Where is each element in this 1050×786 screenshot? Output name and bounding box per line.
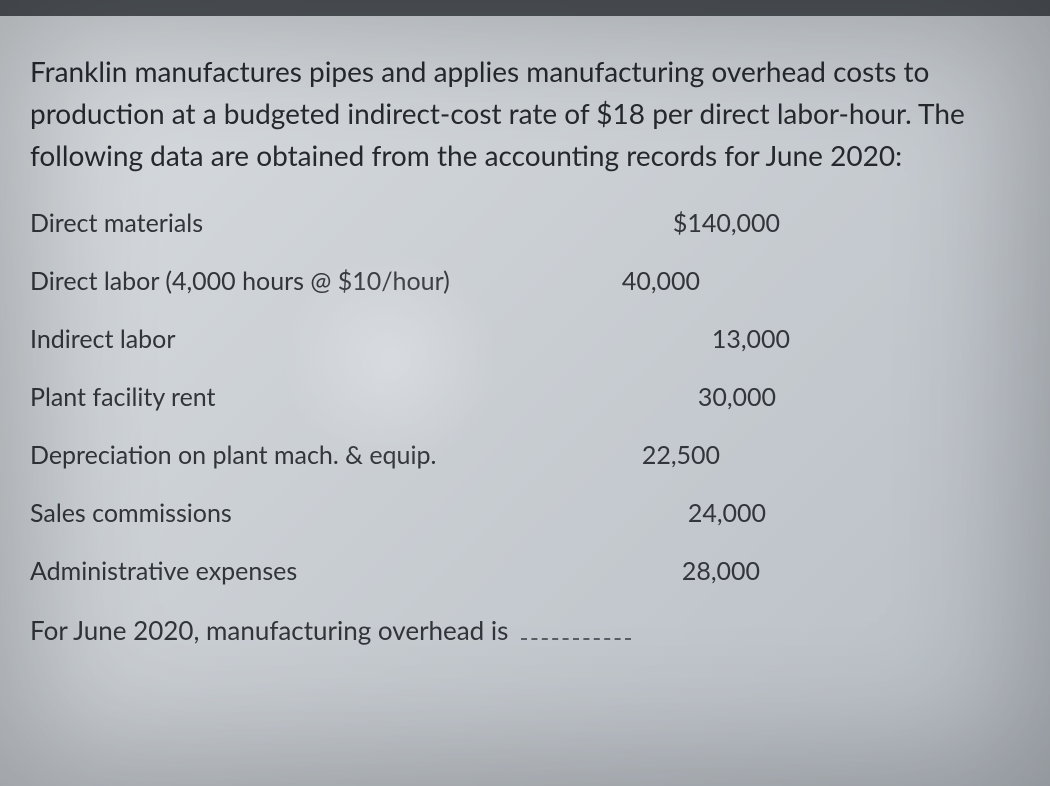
row-value-direct-labor: 40,000 (530, 266, 790, 296)
row-label-admin-expenses: Administrative expenses (30, 556, 530, 586)
row-value-sales-commissions: 24,000 (530, 498, 790, 528)
table-row: Plant facility rent 30,000 (30, 382, 1020, 412)
table-row: Administrative expenses 28,000 (30, 556, 1020, 586)
row-label-direct-labor: Direct labor (4,000 hours @ $10/hour) (30, 266, 530, 296)
row-label-depreciation: Depreciation on plant mach. & equip. (30, 440, 530, 470)
table-row: Depreciation on plant mach. & equip. 22,… (30, 440, 1020, 470)
row-value-depreciation: 22,500 (530, 440, 790, 470)
problem-intro-text: Franklin manufactures pipes and applies … (30, 50, 1020, 176)
question-text: For June 2020, manufacturing overhead is (30, 614, 508, 646)
row-label-indirect-labor: Indirect labor (30, 324, 530, 354)
cost-data-table: Direct materials $140,000 Direct labor (… (30, 208, 1020, 586)
row-value-indirect-labor: 13,000 (530, 324, 790, 354)
row-label-sales-commissions: Sales commissions (30, 498, 530, 528)
row-value-plant-rent: 30,000 (530, 382, 790, 412)
answer-blank (521, 634, 631, 640)
table-row: Indirect labor 13,000 (30, 324, 1020, 354)
question-prompt: For June 2020, manufacturing overhead is (30, 614, 1020, 646)
table-row: Direct materials $140,000 (30, 208, 1020, 238)
row-value-direct-materials: $140,000 (530, 208, 790, 238)
row-label-plant-rent: Plant facility rent (30, 382, 530, 412)
table-row: Direct labor (4,000 hours @ $10/hour) 40… (30, 266, 1020, 296)
table-row: Sales commissions 24,000 (30, 498, 1020, 528)
row-value-admin-expenses: 28,000 (530, 556, 790, 586)
row-label-direct-materials: Direct materials (30, 208, 530, 238)
